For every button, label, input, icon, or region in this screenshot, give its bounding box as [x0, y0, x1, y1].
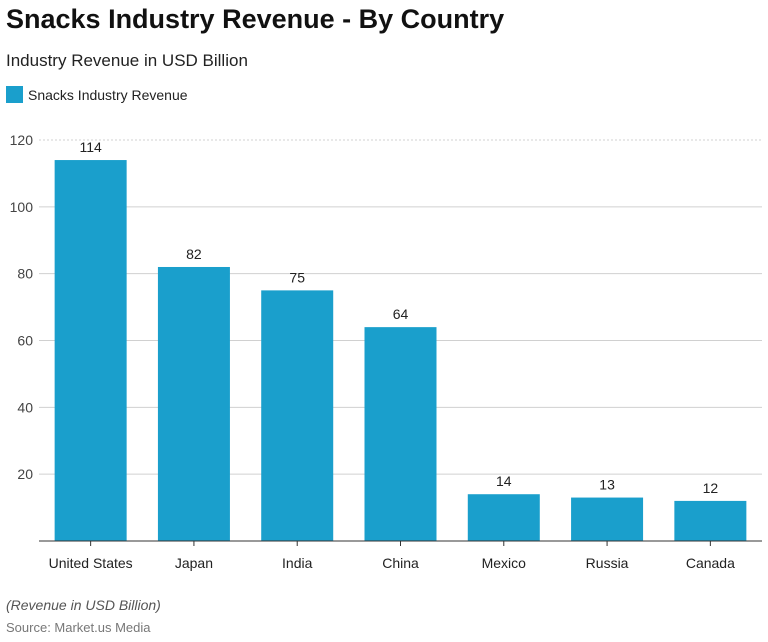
x-tick-label: Mexico [482, 555, 527, 571]
bar [674, 500, 747, 541]
y-tick-label: 20 [17, 466, 33, 482]
y-tick-label: 120 [10, 132, 34, 148]
chart-title: Snacks Industry Revenue - By Country [6, 4, 505, 34]
chart-note: (Revenue in USD Billion) [6, 597, 161, 613]
legend-swatch [6, 86, 23, 103]
x-tick-label: United States [49, 555, 133, 571]
bar [157, 266, 230, 541]
x-tick-label: China [382, 555, 419, 571]
bar [467, 494, 540, 541]
chart-subtitle: Industry Revenue in USD Billion [6, 51, 248, 70]
y-tick-label: 40 [17, 399, 33, 415]
data-label: 13 [599, 477, 615, 493]
y-tick-label: 60 [17, 333, 33, 349]
data-label: 75 [289, 269, 305, 285]
data-label: 14 [496, 473, 512, 489]
legend-label: Snacks Industry Revenue [28, 86, 188, 103]
bar [571, 497, 644, 541]
data-label: 12 [703, 480, 719, 496]
chart-source: Source: Market.us Media [6, 620, 151, 635]
data-label: 64 [393, 306, 409, 322]
bar [364, 327, 437, 541]
y-tick-label: 80 [17, 266, 33, 282]
legend: Snacks Industry Revenue [6, 86, 188, 103]
x-tick-label: Russia [586, 555, 629, 571]
data-label: 82 [186, 246, 202, 262]
data-label: 114 [79, 139, 102, 155]
y-tick-label: 100 [10, 199, 34, 215]
x-tick-label: Japan [175, 555, 213, 571]
x-tick-label: India [282, 555, 313, 571]
x-tick-label: Canada [686, 555, 735, 571]
bar [54, 160, 127, 542]
bar [261, 290, 334, 541]
